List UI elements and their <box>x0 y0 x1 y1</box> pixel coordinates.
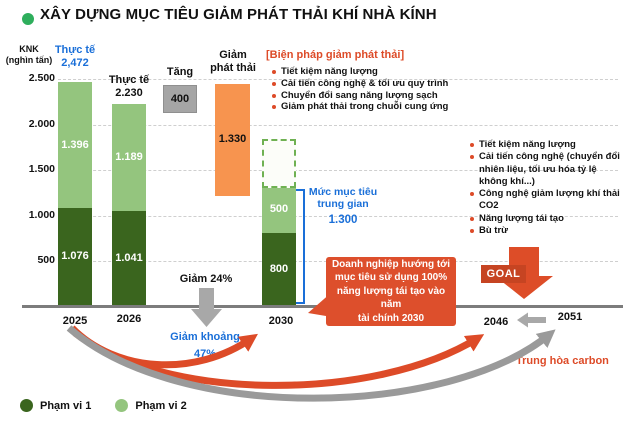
scope1-swatch-icon <box>20 399 33 412</box>
scope2-swatch-icon <box>115 399 129 412</box>
measures-box-list: Tiết kiệm năng lượng Cải tiến công nghệ … <box>271 66 466 113</box>
bullet-icon <box>470 216 474 221</box>
bar-2026 <box>112 104 146 307</box>
timeline-left-arrow-icon <box>517 312 546 328</box>
bar-2025-scope1-segment <box>58 208 92 307</box>
speech-bubble-text: Doanh nghiệp hướng tới mục tiêu sử dụng … <box>331 258 451 324</box>
list-item-label: Cải tiến công nghệ (chuyển đổi nhiên liệ… <box>479 151 620 187</box>
bar-2026-scope2-value: 1.189 <box>115 151 143 163</box>
y-tick-2500: 2.500 <box>28 72 55 84</box>
curve-arrow-2025-to-2051-icon <box>66 325 556 402</box>
y-axis-title: KNK (nghìn tấn) <box>5 44 53 65</box>
annotation-actual-2025: Thực tế 2,472 <box>54 44 96 69</box>
curve-arrow-2030-to-2046-icon <box>72 330 485 389</box>
gridline-1500 <box>58 170 618 171</box>
gridline-1000 <box>58 215 618 217</box>
bar-2030-scope1-value: 800 <box>269 263 289 275</box>
bar-2025 <box>58 82 92 307</box>
y-tick-1500: 1.500 <box>28 163 55 175</box>
legend: Phạm vi 1 Phạm vi 2 <box>20 399 187 412</box>
bar-2030 <box>262 188 296 307</box>
list-item-label: Năng lượng tái tạo <box>479 212 564 224</box>
list-item-label: Cải tiến công nghệ & tối ưu quy trình <box>281 77 449 89</box>
bar-2026-scope1-segment <box>112 211 146 307</box>
list-item: Bù trừ <box>469 225 621 237</box>
intermediate-target-label: Mức mục tiêu trung gian <box>308 186 378 210</box>
measures-box-title: [Biện pháp giảm phát thải] <box>266 49 405 61</box>
goal-badge: GOAL <box>481 265 526 283</box>
list-item-label: Tiết kiệm năng lượng <box>281 66 378 77</box>
bar-2026-scope1-value: 1.041 <box>115 252 143 264</box>
intermediate-target-value: 1.300 <box>328 214 358 226</box>
carbon-neutral-label: Trung hòa carbon <box>516 355 609 367</box>
target-bracket-line <box>303 189 305 304</box>
decrease-47-label: Giảm khoảng 47% <box>170 331 240 360</box>
target-bracket-bottom-tick <box>296 302 305 304</box>
reduction-label: Giảm phát thải <box>210 49 256 74</box>
bar-2025-scope2-value: 1.396 <box>61 139 89 151</box>
list-item-label: Giảm phát thải trong chuỗi cung ứng <box>281 101 449 113</box>
bullet-icon <box>272 105 276 110</box>
y-tick-2000: 2.000 <box>28 118 55 130</box>
list-item: Cải tiến công nghệ & tối ưu quy trình <box>271 78 466 90</box>
list-item: Chuyển đổi sang năng lượng sạch <box>271 90 466 102</box>
increase-box: 400 <box>163 85 197 113</box>
bullet-icon <box>272 81 276 86</box>
bullet-icon <box>470 155 474 160</box>
bar-2025-scope1-value: 1.076 <box>61 250 89 262</box>
x-label-2051: 2051 <box>557 311 583 323</box>
list-item: Năng lượng tái tạo <box>469 213 621 225</box>
goal-speech-bubble: Doanh nghiệp hướng tới mục tiêu sử dụng … <box>326 257 456 326</box>
decrease-24-label: Giảm 24% <box>179 273 233 285</box>
annotation-actual-2026: Thực tế 2.230 <box>108 74 150 99</box>
legend-label: Phạm vi 1 <box>40 399 92 412</box>
list-item: Giảm phát thải trong chuỗi cung ứng <box>271 101 466 113</box>
bar-2026-scope2-segment <box>112 104 146 211</box>
bullet-icon <box>272 70 276 74</box>
reduction-value: 1.330 <box>218 133 247 145</box>
page-title: XÂY DỰNG MỤC TIÊU GIẢM PHÁT THẢI KHÍ NHÀ… <box>40 6 437 23</box>
x-label-2046: 2046 <box>483 316 509 328</box>
list-item: Công nghệ giảm lượng khí thải CO2 <box>469 188 621 213</box>
x-label-2030: 2030 <box>268 315 294 327</box>
increase-label: Tăng <box>166 66 194 78</box>
bullet-icon <box>470 143 474 147</box>
bullet-icon <box>272 93 276 98</box>
y-tick-1000: 1.000 <box>28 209 55 221</box>
x-axis-line <box>22 305 623 308</box>
title-bullet-icon <box>22 13 34 25</box>
decrease-down-arrow-icon <box>191 288 222 327</box>
list-item-label: Tiết kiệm năng lượng <box>479 139 576 150</box>
list-item: Cải tiến công nghệ (chuyển đổi nhiên liệ… <box>469 151 621 188</box>
increase-value: 400 <box>170 93 190 105</box>
legend-label: Phạm vi 2 <box>135 399 187 412</box>
legend-item-scope1: Phạm vi 1 <box>20 399 91 412</box>
list-item: Tiết kiệm năng lượng <box>271 66 466 78</box>
gridline-2500 <box>58 79 618 80</box>
bar-2030-scope2-segment <box>262 188 296 233</box>
list-item-label: Bù trừ <box>479 225 509 237</box>
target-bracket-top-tick <box>296 189 305 191</box>
bullet-icon <box>470 192 474 197</box>
measures-right-list: Tiết kiệm năng lượng Cải tiến công nghệ … <box>469 139 621 237</box>
bullet-icon <box>470 229 474 234</box>
target-dashed-box <box>262 139 296 188</box>
gridline-2000 <box>58 124 618 126</box>
list-item: Tiết kiệm năng lượng <box>469 139 621 151</box>
bar-2025-scope2-segment <box>58 82 92 208</box>
legend-item-scope2: Phạm vi 2 <box>115 399 187 412</box>
list-item-label: Công nghệ giảm lượng khí thải CO2 <box>479 188 620 212</box>
reduction-bar <box>215 84 250 196</box>
bar-2030-scope1-segment <box>262 233 296 307</box>
y-tick-500: 500 <box>37 254 55 266</box>
x-label-2025: 2025 <box>62 315 88 327</box>
bar-2030-scope2-value: 500 <box>269 203 289 215</box>
list-item-label: Chuyển đổi sang năng lượng sạch <box>281 89 438 101</box>
x-label-2026: 2026 <box>116 313 142 325</box>
